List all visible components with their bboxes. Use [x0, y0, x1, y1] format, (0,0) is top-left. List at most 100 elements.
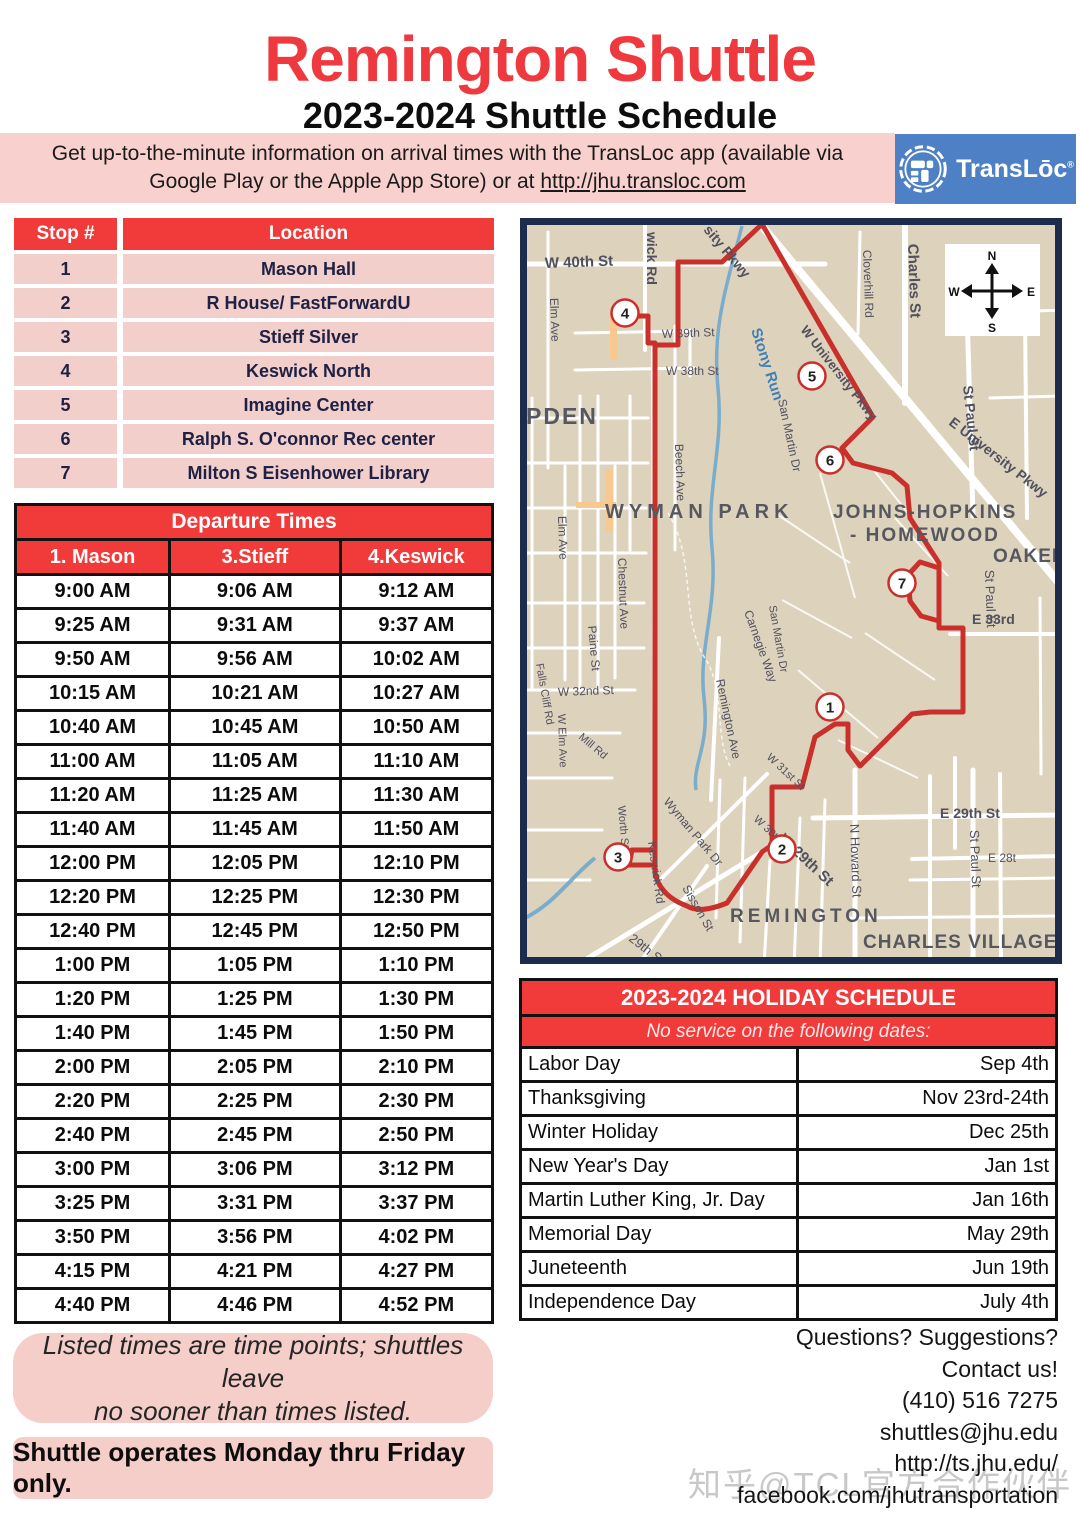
- highlighted-streets: [576, 314, 617, 532]
- svg-text:St Paul St: St Paul St: [960, 385, 983, 452]
- col-stieff: 3.Stieff: [171, 541, 342, 573]
- zhihu-watermark: 知乎@TCL官方合作伙伴: [688, 1466, 1072, 1503]
- table-row: 2:00 PM 2:05 PM 2:10 PM: [17, 1052, 491, 1086]
- svg-text:St Paul St: St Paul St: [982, 570, 999, 629]
- table-row: 9:50 AM 9:56 AM 10:02 AM: [17, 644, 491, 678]
- svg-text:W: W: [948, 285, 960, 299]
- table-row: 12:40 PM 12:45 PM 12:50 PM: [17, 916, 491, 950]
- contact-line[interactable]: http://ts.jhu.edu/: [894, 1450, 1058, 1476]
- stops-table: Stop # Location 1 Mason Hall 2 R House/ Fas…: [14, 218, 494, 492]
- table-row: Juneteenth Jun 19th: [522, 1253, 1055, 1287]
- departure-times-title: Departure Times: [17, 506, 491, 541]
- contact-block: Questions? Suggestions? Contact us! (410) …: [558, 1322, 1058, 1511]
- table-row: 11:20 AM 11:25 AM 11:30 AM: [17, 780, 491, 814]
- table-row: 9:25 AM 9:31 AM 9:37 AM: [17, 610, 491, 644]
- svg-text:E 28t: E 28t: [988, 851, 1017, 865]
- table-row: 6 Ralph S. O'connor Rec center: [14, 424, 494, 454]
- table-row: 2:20 PM 2:25 PM 2:30 PM: [17, 1086, 491, 1120]
- table-row: 7 Milton S Eisenhower Library: [14, 458, 494, 488]
- svg-text:Charles St: Charles St: [904, 244, 924, 319]
- svg-text:- HOMEWOOD: - HOMEWOOD: [850, 525, 1000, 546]
- svg-text:W 32nd St: W 32nd St: [558, 683, 615, 699]
- svg-text:PDEN: PDEN: [526, 403, 598, 429]
- svg-text:1: 1: [826, 700, 834, 717]
- contact-line: Contact us!: [941, 1355, 1058, 1382]
- weekday-only-note: Shuttle operates Monday thru Friday only…: [13, 1437, 493, 1499]
- map-stop-marker: 7: [887, 568, 917, 598]
- table-row: 4 Keswick North: [14, 356, 494, 386]
- holiday-schedule-table: 2023-2024 HOLIDAY SCHEDULE No service on…: [519, 978, 1058, 1321]
- svg-text:Beech Ave: Beech Ave: [672, 444, 688, 502]
- svg-text:E 29th St: E 29th St: [940, 805, 1000, 821]
- svg-text:S: S: [988, 321, 996, 335]
- col-mason: 1. Mason: [17, 541, 172, 573]
- stops-header-location: Location: [123, 218, 494, 250]
- map-stop-marker: 3: [603, 842, 633, 872]
- table-row: New Year's Day Jan 1st: [522, 1151, 1055, 1185]
- contact-line: (410) 516 7275: [901, 1387, 1058, 1413]
- table-row: 4:15 PM 4:21 PM 4:27 PM: [17, 1256, 491, 1290]
- map-stop-marker: 2: [767, 834, 797, 864]
- svg-text:Elm Ave: Elm Ave: [555, 516, 571, 561]
- svg-text:2: 2: [778, 842, 786, 859]
- svg-text:WYMAN PARK: WYMAN PARK: [605, 501, 794, 523]
- table-row: 5 Imagine Center: [14, 390, 494, 420]
- table-row: 4:40 PM 4:46 PM 4:52 PM: [17, 1290, 491, 1321]
- table-row: 3 Stieff Silver: [14, 322, 494, 352]
- svg-text:W 38th St: W 38th St: [666, 364, 719, 378]
- transloc-logo-icon: [899, 145, 947, 193]
- holiday-schedule-body: Labor Day Sep 4th Thanksgiving Nov 23rd-24t…: [522, 1049, 1055, 1318]
- table-row: 1:20 PM 1:25 PM 1:30 PM: [17, 984, 491, 1018]
- transloc-logo-text: TransLōc®: [956, 154, 1074, 183]
- svg-text:OAKEN: OAKEN: [993, 546, 1062, 567]
- departure-times-table: Departure Times 1. Mason 3.Stieff 4.Kesw…: [14, 503, 494, 1324]
- svg-text:REMINGTON: REMINGTON: [730, 906, 882, 927]
- svg-text:Paine St: Paine St: [585, 625, 603, 672]
- contact-line[interactable]: facebook.com/jhutransportation: [737, 1481, 1058, 1508]
- transloc-info-banner: Get up-to-the-minute information on arri…: [0, 133, 895, 203]
- table-row: 11:00 AM 11:05 AM 11:10 AM: [17, 746, 491, 780]
- holiday-schedule-subtitle: No service on the following dates:: [522, 1017, 1055, 1049]
- contact-line: Questions? Suggestions?: [795, 1324, 1058, 1350]
- col-keswick: 4.Keswick: [341, 541, 491, 573]
- svg-text:wick Rd: wick Rd: [644, 231, 660, 285]
- table-row: 1 Mason Hall: [14, 254, 494, 284]
- table-row: 9:00 AM 9:06 AM 9:12 AM: [17, 576, 491, 610]
- table-row: 3:25 PM 3:31 PM 3:37 PM: [17, 1188, 491, 1222]
- contact-line[interactable]: shuttles@jhu.edu: [879, 1418, 1058, 1445]
- svg-text:3: 3: [614, 850, 622, 867]
- table-row: 3:00 PM 3:06 PM 3:12 PM: [17, 1154, 491, 1188]
- departure-times-body: 9:00 AM 9:06 AM 9:12 AM 9:25 AM 9:31 AM 9:37 …: [17, 576, 491, 1321]
- compass-rose: N W E S: [945, 244, 1040, 336]
- svg-text:7: 7: [898, 576, 906, 593]
- table-row: 11:40 AM 11:45 AM 11:50 AM: [17, 814, 491, 848]
- svg-text:W 39th St: W 39th St: [662, 325, 716, 341]
- svg-text:JOHNS-HOPKINS: JOHNS-HOPKINS: [833, 502, 1017, 523]
- departure-times-column-headers: 1. Mason 3.Stieff 4.Keswick: [17, 541, 491, 576]
- stops-header-stop: Stop #: [14, 218, 117, 250]
- banner-line2: Google Play or the Apple App Store) or a…: [149, 170, 746, 193]
- page-subtitle: 2023-2024 Shuttle Schedule: [302, 95, 778, 136]
- table-row: 10:40 AM 10:45 AM 10:50 AM: [17, 712, 491, 746]
- svg-text:Cloverhill Rd: Cloverhill Rd: [860, 250, 876, 318]
- map-stop-markers: 4 5 6 7 1 2 3: [603, 298, 917, 872]
- svg-text:N: N: [988, 249, 997, 263]
- page-title: Remington Shuttle: [264, 23, 817, 95]
- svg-text:Elm Ave: Elm Ave: [547, 298, 563, 343]
- table-row: 1:40 PM 1:45 PM 1:50 PM: [17, 1018, 491, 1052]
- transloc-link[interactable]: http://jhu.transloc.com: [540, 170, 746, 193]
- stops-table-header: Stop # Location: [14, 218, 494, 250]
- svg-text:6: 6: [826, 453, 834, 470]
- table-row: Winter Holiday Dec 25th: [522, 1117, 1055, 1151]
- table-row: Labor Day Sep 4th: [522, 1049, 1055, 1083]
- timepoints-note: Listed times are time points; shuttles l…: [13, 1330, 493, 1426]
- table-row: Independence Day July 4th: [522, 1287, 1055, 1318]
- stops-table-body: 1 Mason Hall 2 R House/ FastForwardU 3 Stieff…: [14, 254, 494, 488]
- table-row: 3:50 PM 3:56 PM 4:02 PM: [17, 1222, 491, 1256]
- svg-text:E 33rd: E 33rd: [972, 611, 1015, 627]
- table-row: Memorial Day May 29th: [522, 1219, 1055, 1253]
- table-row: 12:00 PM 12:05 PM 12:10 PM: [17, 848, 491, 882]
- svg-text:St Paul St: St Paul St: [967, 830, 984, 889]
